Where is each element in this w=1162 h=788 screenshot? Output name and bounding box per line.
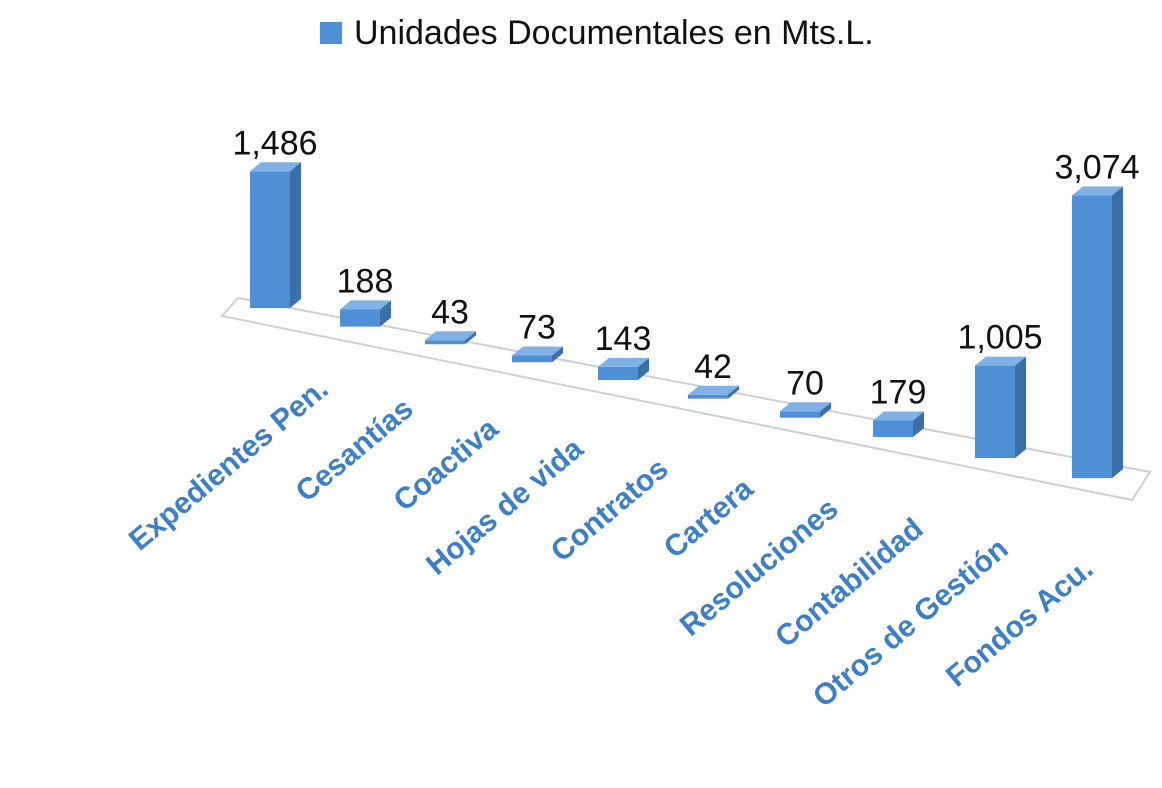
bar-top [873,411,924,421]
bar [688,394,728,399]
value-label: 1,005 [957,319,1042,357]
value-label: 1,486 [232,124,317,162]
x-tick-label: Otros de Gestión [807,532,1015,714]
bar [512,355,552,363]
bar-side [290,162,301,308]
bar [780,411,820,418]
bar-top [340,300,391,310]
floor [220,296,1152,502]
bar-side [465,331,476,345]
legend-swatch [320,22,342,44]
bar-side [380,300,391,327]
bar-side [913,411,924,437]
value-label: 42 [694,348,732,386]
bar-side [638,357,649,381]
bar-side [1015,356,1026,459]
bar-top [688,385,739,395]
bar-top [780,402,831,412]
bar-top [1072,186,1123,196]
bar-side [1112,186,1123,479]
value-label: 3,074 [1054,148,1139,186]
bar [250,171,290,308]
bar [425,340,465,345]
bar [975,365,1015,459]
bar-top [250,162,301,172]
bar-side [820,402,831,418]
bar [873,420,913,437]
bar-top [425,331,476,341]
value-label: 179 [870,373,927,411]
bar [598,366,638,381]
value-label: 188 [337,262,394,300]
bar-top [598,357,649,367]
legend-label: Unidades Documentales en Mts.L. [354,14,874,52]
bar-side [728,385,739,399]
bar-top [512,346,563,356]
value-label: 73 [518,309,556,347]
x-tick-label: Cartera [658,472,760,565]
value-label: 143 [595,320,652,358]
x-tick-label: Expedientes Pen. [123,372,335,557]
bar-top [975,356,1026,366]
bar [340,309,380,327]
bar-side [552,346,563,363]
value-label: 70 [786,364,824,402]
bar [1072,195,1112,479]
value-label: 43 [431,293,469,331]
